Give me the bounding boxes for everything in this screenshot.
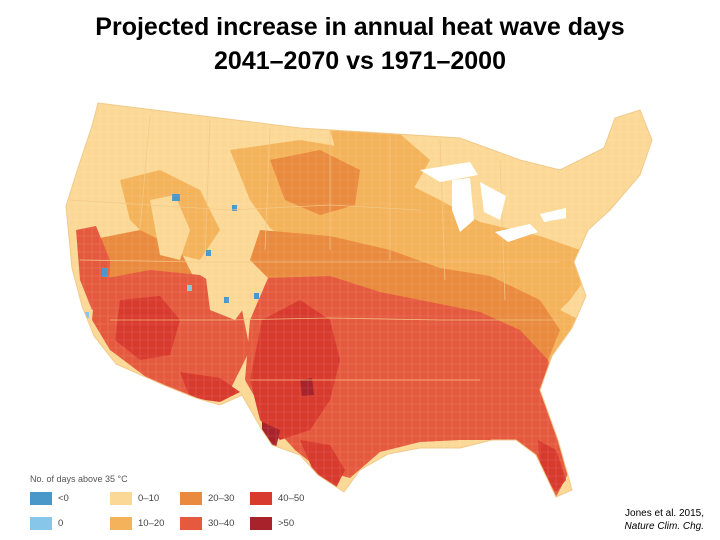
zone-40-50-arizona (115, 296, 180, 360)
legend-label-0-10: 0–10 (138, 493, 160, 504)
credit-authors: Jones et al. 2015, (625, 508, 704, 519)
zone-40-50-texas (250, 300, 340, 440)
legend-swatch-0-10 (110, 492, 132, 505)
cell-less-than-zero (102, 268, 108, 277)
credit-journal: Nature Clim. Chg. (624, 521, 704, 532)
cell-zero (84, 312, 89, 318)
cell-less-than-zero (206, 250, 211, 256)
legend-swatch-gt50 (250, 517, 272, 530)
zone-30-40-california-valley (76, 226, 110, 310)
conus-coastline (65, 102, 653, 498)
legend-label-gt50: >50 (278, 518, 295, 529)
zone-40-50-gulf-coast (300, 440, 345, 490)
legend-swatch-lt0 (30, 492, 52, 505)
great-lakes (420, 162, 566, 242)
source-credit: Jones et al. 2015, Nature Clim. Chg. (625, 507, 704, 533)
legend-title: No. of days above 35 °C (30, 474, 128, 484)
legend-label-40-50: 40–50 (278, 493, 305, 504)
zone-over-50-southern-texas (300, 378, 314, 396)
legend-swatch-30-40 (180, 517, 202, 530)
zone-40-50-florida (538, 440, 566, 492)
legend-label-zero: 0 (58, 518, 64, 529)
map-title-line-1: Projected increase in annual heat wave d… (95, 13, 625, 41)
zone-40-50-border (180, 372, 240, 402)
legend-swatch-20-30 (180, 492, 202, 505)
zone-10-20-north-plains (330, 130, 430, 195)
legend-swatch-10-20 (110, 517, 132, 530)
cell-less-than-zero (224, 297, 229, 303)
legend-label-20-30: 20–30 (208, 493, 235, 504)
legend-label-30-40: 30–40 (208, 518, 235, 529)
map-legend: No. of days above 35 °C <0 0 0–10 10–20 … (0, 470, 330, 540)
legend-swatch-zero (30, 517, 52, 530)
zone-20-30-dakotas (270, 150, 360, 215)
us-heatwave-map (65, 102, 653, 498)
legend-label-lt0: <0 (58, 493, 69, 504)
legend-swatch-40-50 (250, 492, 272, 505)
zone-0-10-rockies (150, 195, 190, 260)
zone-0-10-colorado (205, 265, 250, 320)
cell-less-than-zero (254, 293, 259, 299)
cell-less-than-zero (232, 205, 237, 211)
map-title-line-2: 2041–2070 vs 1971–2000 (214, 47, 506, 75)
state-boundaries (69, 114, 560, 381)
cell-less-than-zero (172, 194, 180, 201)
cell-zero (187, 285, 192, 291)
legend-label-10-20: 10–20 (138, 518, 165, 529)
